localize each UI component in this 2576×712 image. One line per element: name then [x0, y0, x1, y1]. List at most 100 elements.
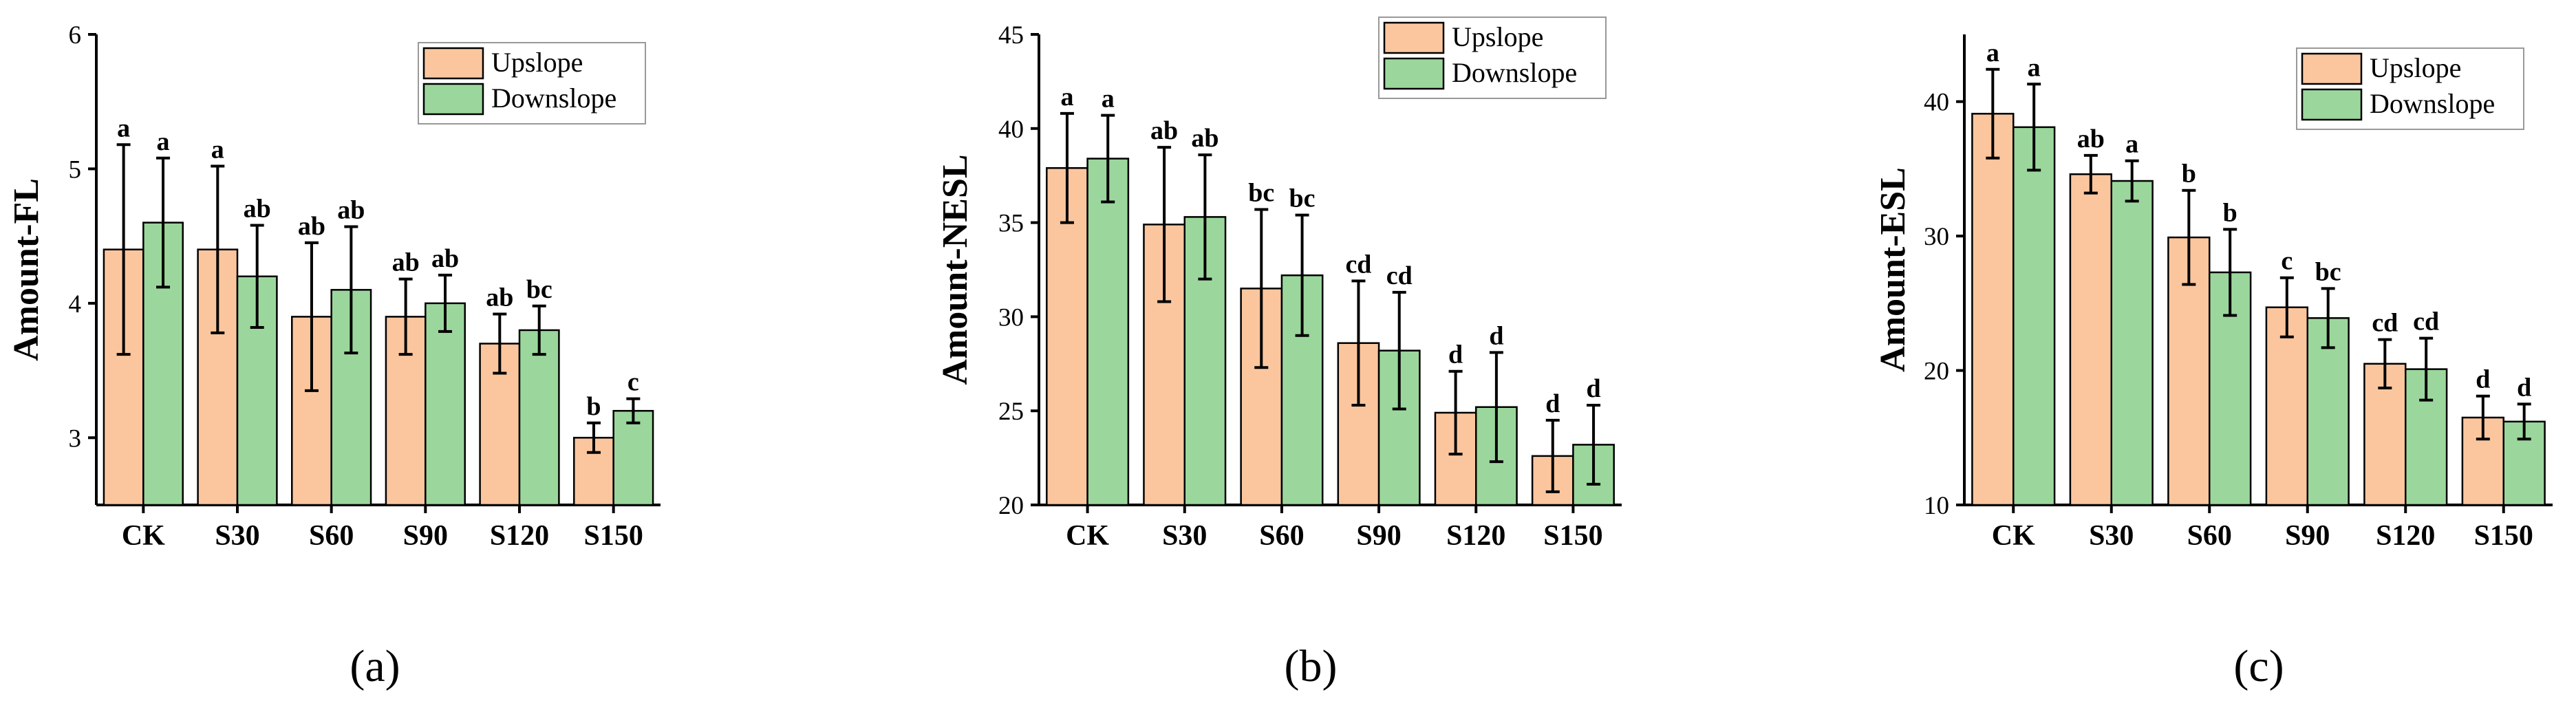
- x-tick-label: S150: [1543, 520, 1602, 552]
- x-tick-label: S60: [309, 520, 354, 552]
- y-tick-label: 30: [1924, 223, 1949, 251]
- significance-letter: a: [2125, 130, 2138, 159]
- x-tick-label: S30: [215, 520, 259, 552]
- legend: Upslope Downslope: [2296, 47, 2524, 130]
- y-tick-label: 20: [998, 492, 1024, 520]
- y-tick-label: 3: [69, 424, 82, 453]
- legend-label: Downslope: [491, 83, 616, 114]
- x-tick-label: S30: [2089, 520, 2134, 552]
- x-tick-label: S150: [583, 520, 643, 552]
- significance-letter: ab: [392, 248, 420, 277]
- y-tick-label: 40: [1924, 89, 1949, 117]
- legend-label: Downslope: [1452, 57, 1577, 88]
- panel-label: (b): [1285, 641, 1338, 691]
- significance-letter: a: [157, 127, 170, 156]
- significance-letter: ab: [431, 244, 459, 273]
- x-tick-label: S90: [1356, 520, 1401, 552]
- significance-letter: bc: [2315, 257, 2341, 286]
- y-tick-label: 35: [998, 210, 1024, 238]
- significance-letter: b: [2223, 198, 2237, 227]
- panel-label: (a): [350, 641, 400, 691]
- legend-swatch: [2301, 52, 2363, 85]
- significance-letter: a: [117, 114, 130, 142]
- significance-letter: a: [1060, 83, 1073, 111]
- y-axis-label: Amount-FL: [7, 178, 46, 361]
- legend: Upslope Downslope: [418, 42, 646, 125]
- x-tick-label: S90: [2285, 520, 2330, 552]
- y-tick-label: 20: [1924, 358, 1949, 386]
- significance-letter: bc: [1248, 178, 1274, 207]
- x-tick-label: CK: [1992, 520, 2035, 552]
- panel-label: (c): [2233, 641, 2284, 691]
- x-tick-label: S120: [1446, 520, 1505, 552]
- x-tick-label: S120: [490, 520, 549, 552]
- significance-letter: d: [1586, 374, 1600, 403]
- y-axis-label: Amount-NESL: [936, 154, 975, 385]
- significance-letter: ab: [1150, 116, 1178, 145]
- legend-swatch: [422, 47, 484, 80]
- x-tick-label: CK: [122, 520, 165, 552]
- significance-letter: a: [211, 136, 224, 164]
- legend-swatch: [1383, 57, 1445, 90]
- significance-letter: cd: [1386, 261, 1413, 290]
- legend-label: Upslope: [2370, 52, 2461, 83]
- y-tick-label: 10: [1924, 492, 1949, 520]
- bar-upslope: [2265, 306, 2308, 506]
- significance-letter: a: [1102, 85, 1115, 114]
- legend-swatch: [2301, 88, 2363, 121]
- legend-label: Downslope: [2370, 88, 2495, 119]
- significance-letter: d: [1489, 321, 1503, 350]
- significance-letter: cd: [2413, 308, 2439, 336]
- significance-letter: a: [2028, 53, 2041, 82]
- bar-downslope: [2306, 317, 2350, 506]
- significance-letter: c: [627, 368, 639, 397]
- y-tick-label: 30: [998, 303, 1024, 332]
- bar-upslope: [1971, 113, 2015, 506]
- significance-letter: a: [1986, 39, 1999, 67]
- x-tick-label: S60: [2187, 520, 2232, 552]
- significance-letter: b: [2182, 160, 2196, 188]
- chart-panel-2: 20 25 30 35 40 45 Amount-NESL CK a a S30 ab ab S60 bc b…: [936, 17, 1622, 691]
- y-tick-label: 45: [998, 21, 1024, 50]
- significance-letter: ab: [244, 195, 271, 224]
- legend-swatch: [1383, 21, 1445, 54]
- x-tick-label: S90: [403, 520, 448, 552]
- significance-letter: b: [586, 392, 601, 421]
- bar-downslope: [518, 329, 560, 506]
- x-tick-label: S30: [1162, 520, 1207, 552]
- significance-letter: d: [2476, 365, 2490, 394]
- significance-letter: d: [2517, 373, 2531, 402]
- significance-letter: bc: [526, 275, 552, 304]
- significance-letter: cd: [1345, 250, 1371, 279]
- bar-downslope: [2209, 271, 2252, 506]
- significance-letter: c: [2281, 247, 2293, 276]
- legend-swatch: [422, 83, 484, 116]
- significance-letter: d: [1545, 389, 1560, 418]
- bar-upslope: [1046, 167, 1088, 506]
- x-tick-label: S60: [1259, 520, 1304, 552]
- bar-downslope: [1086, 158, 1130, 506]
- legend-label: Upslope: [1452, 21, 1543, 52]
- x-tick-label: S120: [2376, 520, 2435, 552]
- bar-downslope: [2012, 126, 2056, 506]
- significance-letter: ab: [298, 212, 325, 241]
- bar-downslope: [612, 409, 654, 506]
- x-tick-label: CK: [1066, 520, 1109, 552]
- legend-label: Upslope: [491, 47, 583, 78]
- significance-letter: d: [1448, 341, 1463, 369]
- significance-letter: ab: [486, 283, 513, 312]
- x-tick-label: S150: [2474, 520, 2533, 552]
- bar-downslope: [425, 302, 466, 506]
- significance-letter: ab: [1191, 124, 1219, 153]
- y-tick-label: 40: [998, 116, 1024, 144]
- significance-letter: ab: [2077, 125, 2105, 153]
- y-tick-label: 4: [69, 290, 82, 319]
- bar-upslope: [2069, 173, 2112, 506]
- significance-letter: bc: [1289, 184, 1316, 213]
- bar-downslope: [2110, 180, 2154, 506]
- y-axis-label: Amount-ESL: [1874, 167, 1913, 372]
- y-tick-label: 6: [69, 21, 82, 50]
- y-tick-label: 25: [998, 398, 1024, 426]
